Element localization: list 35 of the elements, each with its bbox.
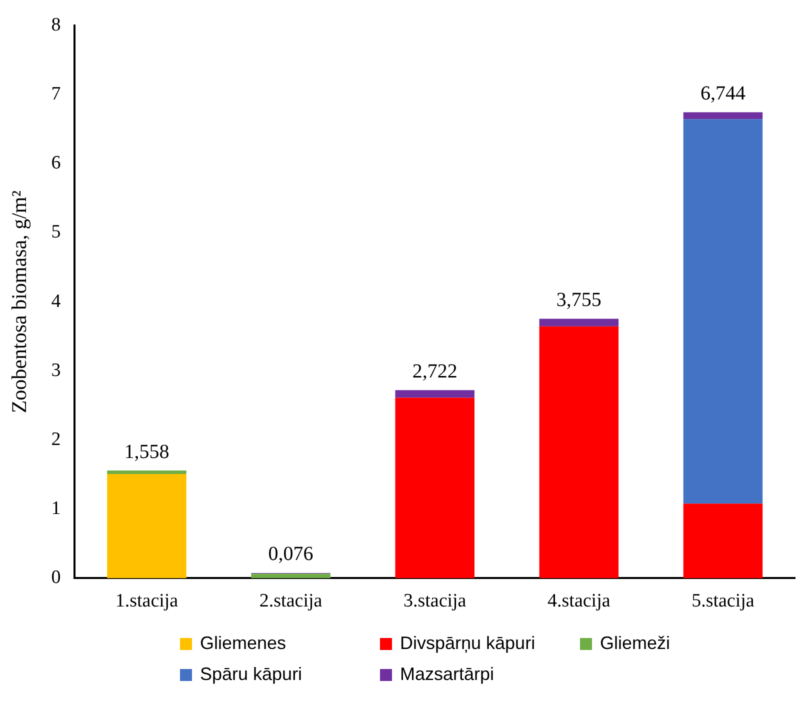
bar xyxy=(107,474,186,578)
y-tick-label: 5 xyxy=(51,222,61,243)
bar xyxy=(251,574,330,578)
bar xyxy=(539,318,619,326)
total-label: 6,744 xyxy=(700,82,746,104)
y-tick-label: 1 xyxy=(51,498,61,520)
legend-label: Gliemenes xyxy=(200,633,286,654)
y-tick-label: 8 xyxy=(51,14,61,36)
bar xyxy=(683,119,763,504)
bar xyxy=(683,112,763,120)
legend-label: Divspārņu kāpuri xyxy=(400,633,536,654)
y-axis-title: Zoobentosa biomasa, g/m² xyxy=(7,190,32,414)
y-tick-label: 7 xyxy=(51,83,61,104)
total-label: 0,076 xyxy=(268,543,314,566)
legend-label: Spāru kāpuri xyxy=(200,664,302,685)
total-label: 1,558 xyxy=(124,440,170,463)
legend-label: Gliemeži xyxy=(600,633,670,654)
x-tick-label: 4.stacija xyxy=(548,590,611,612)
bar xyxy=(683,504,763,578)
bar xyxy=(107,470,186,474)
x-tick-label: 5.stacija xyxy=(692,590,755,612)
bar xyxy=(395,390,474,398)
legend-label: Mazsartārpi xyxy=(400,664,494,685)
y-tick-label: 2 xyxy=(51,428,61,450)
y-tick-label: 6 xyxy=(51,152,61,174)
y-tick-label: 4 xyxy=(51,290,62,312)
total-label: 3,755 xyxy=(556,288,602,311)
bar xyxy=(539,326,619,578)
x-tick-label: 1.stacija xyxy=(115,590,179,612)
total-label: 2,722 xyxy=(412,360,458,382)
x-tick-label: 3.stacija xyxy=(403,590,467,612)
x-tick-label: 2.stacija xyxy=(259,590,323,612)
bar xyxy=(395,398,474,578)
y-tick-label: 3 xyxy=(51,360,61,381)
y-tick-label: 0 xyxy=(51,567,61,588)
